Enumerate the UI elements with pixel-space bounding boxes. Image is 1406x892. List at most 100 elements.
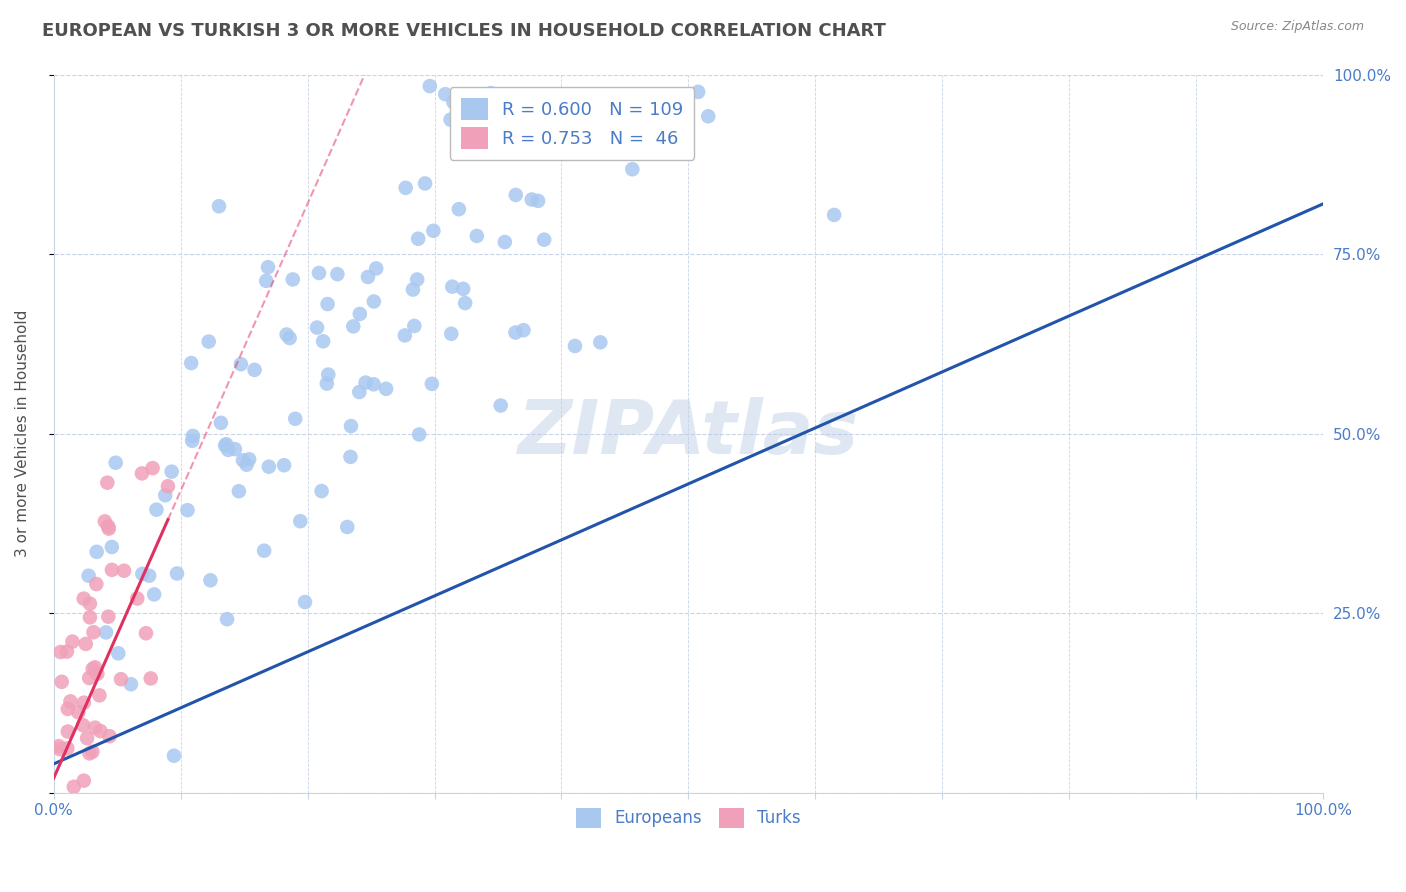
Point [363,294,385,309]
Point [94,515,117,529]
Point [197,334,219,349]
Point [823,208,845,222]
Point [336,520,359,534]
Point [224,442,246,456]
Point [77,568,100,582]
Point [56,702,79,716]
Point [131,566,153,581]
Point [79,597,101,611]
Point [257,459,280,474]
Point [307,320,329,334]
Point [243,363,266,377]
Point [86,545,108,559]
Point [406,232,429,246]
Point [339,450,361,464]
Point [440,326,463,341]
Point [441,95,464,110]
Point [214,439,236,453]
Point [311,484,333,499]
Point [96,475,118,490]
Point [465,229,488,244]
Point [479,86,502,100]
Point [589,335,612,350]
Point [278,331,301,345]
Point [176,503,198,517]
Point [143,587,166,601]
Point [308,266,330,280]
Point [180,356,202,370]
Point [135,626,157,640]
Point [312,334,335,349]
Point [73,773,96,788]
Text: EUROPEAN VS TURKISH 3 OR MORE VEHICLES IN HOUSEHOLD CORRELATION CHART: EUROPEAN VS TURKISH 3 OR MORE VEHICLES I… [42,22,886,40]
Point [434,87,457,102]
Point [200,574,222,588]
Point [79,610,101,624]
Point [63,780,86,794]
Point [181,429,204,443]
Point [163,748,186,763]
Point [315,376,337,391]
Point [257,260,280,275]
Point [155,488,177,502]
Text: Source: ZipAtlas.com: Source: ZipAtlas.com [1230,20,1364,33]
Point [112,564,135,578]
Point [564,339,586,353]
Point [290,514,312,528]
Point [209,416,232,430]
Point [294,595,316,609]
Point [90,724,112,739]
Point [56,644,79,658]
Point [56,741,79,756]
Point [273,458,295,473]
Point [56,724,79,739]
Point [208,199,231,213]
Point [357,269,380,284]
Point [101,563,124,577]
Point [217,442,239,457]
Point [508,125,530,139]
Point [97,519,120,533]
Point [621,162,644,177]
Point [97,522,120,536]
Point [73,696,96,710]
Point [138,568,160,582]
Point [215,437,238,451]
Point [51,674,73,689]
Point [229,357,252,371]
Point [451,282,474,296]
Point [477,97,499,112]
Point [97,609,120,624]
Point [120,677,142,691]
Point [395,181,418,195]
Point [505,326,527,340]
Point [281,272,304,286]
Point [59,694,82,708]
Point [613,92,636,106]
Point [49,645,72,659]
Point [67,705,90,719]
Point [340,419,363,434]
Point [79,747,101,761]
Point [160,465,183,479]
Point [75,637,97,651]
Point [62,634,84,648]
Point [254,274,277,288]
Point [366,261,388,276]
Point [48,742,70,756]
Point [181,434,204,448]
Point [139,672,162,686]
Point [145,502,167,516]
Point [454,296,477,310]
Point [363,377,385,392]
Point [486,117,509,131]
Point [156,479,179,493]
Point [349,307,371,321]
Point [82,662,104,676]
Point [342,319,364,334]
Point [76,731,98,745]
Point [253,543,276,558]
Point [354,376,377,390]
Y-axis label: 3 or more Vehicles in Household: 3 or more Vehicles in Household [15,310,30,558]
Point [86,577,108,591]
